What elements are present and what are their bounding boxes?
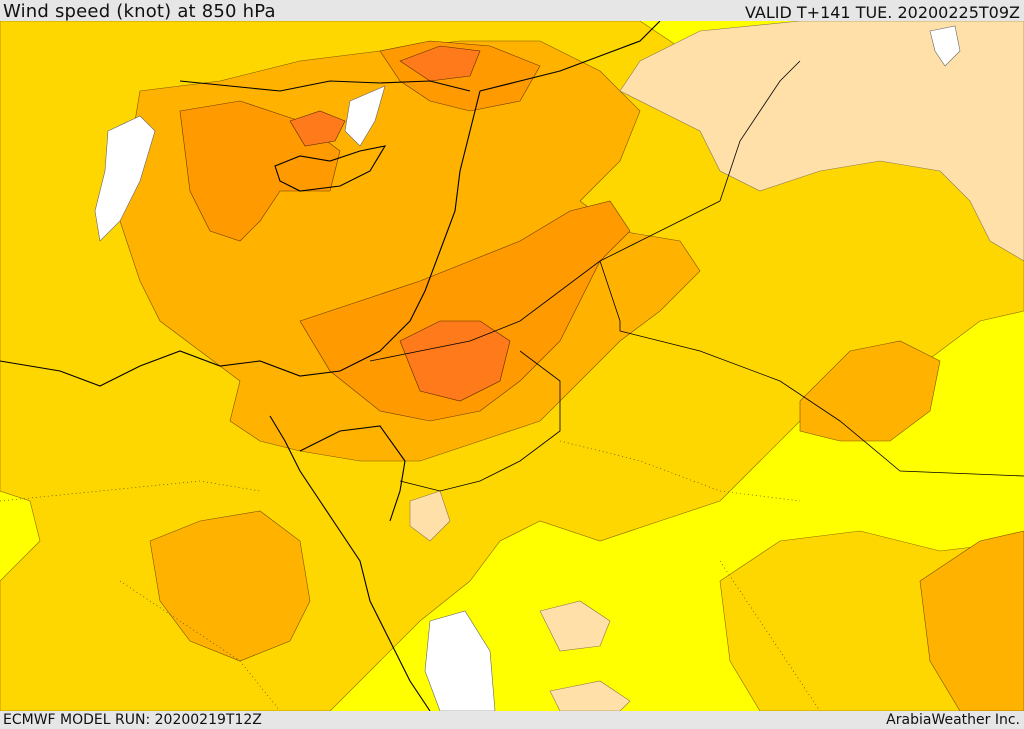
wind-speed-map — [0, 21, 1024, 711]
borders — [369, 60, 1024, 492]
field-calm-cyprus — [344, 85, 386, 147]
map-header: Wind speed (knot) at 850 hPa VALID T+141… — [0, 0, 1024, 22]
map-footer: ECMWF MODEL RUN: 20200219T12Z ArabiaWeat… — [0, 711, 1024, 729]
field-gale-north — [399, 45, 481, 82]
admin-borders — [0, 440, 821, 711]
field-calm-caspian — [929, 25, 961, 67]
valid-time: VALID T+141 TUE. 20200225T09Z — [744, 3, 1020, 22]
field-calm-redsea — [424, 610, 496, 711]
field-land-high-sinai — [409, 490, 451, 542]
field-land-high-red-sea — [539, 600, 611, 652]
map-canvas — [0, 21, 1024, 711]
field-land-high-south — [549, 680, 631, 711]
field-strong-south — [149, 510, 311, 662]
model-run: ECMWF MODEL RUN: 20200219T12Z — [3, 712, 262, 728]
field-strong-se — [919, 530, 1024, 711]
field-calm-west — [94, 115, 156, 242]
field-strong-east — [799, 340, 941, 442]
field-gale-core — [399, 320, 511, 402]
map-title: Wind speed (knot) at 850 hPa — [3, 1, 276, 22]
field-land-high-ne — [619, 21, 1024, 262]
credit: ArabiaWeather Inc. — [886, 712, 1020, 728]
field-gale-cyprus — [289, 110, 346, 147]
coastlines — [0, 21, 661, 711]
